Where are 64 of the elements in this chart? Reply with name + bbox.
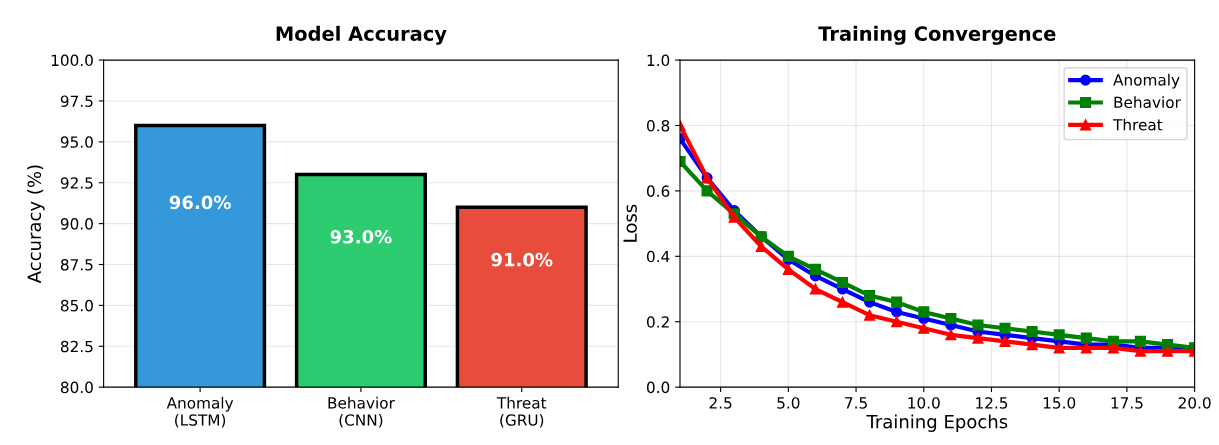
point: [972, 319, 984, 331]
x-tick-label: 7.5: [845, 397, 867, 409]
point: [1053, 342, 1065, 354]
x-tick-label: Threat (GRU): [496, 396, 547, 428]
point: [836, 276, 849, 289]
point: [755, 240, 767, 253]
y-tick-label: 0.2: [646, 316, 669, 328]
point: [1134, 335, 1147, 347]
point: [809, 283, 821, 295]
x-tick-label: 10.0: [908, 397, 940, 409]
point: [891, 296, 903, 308]
legend-label: Anomaly: [1113, 73, 1180, 89]
x-tick-label: Behavior (CNN): [328, 396, 395, 428]
point: [891, 306, 903, 318]
y-tick-label: 0.8: [646, 119, 670, 132]
y-tick-label: 87.5: [60, 258, 93, 271]
point: [809, 263, 821, 275]
y-tick-label: 0.4: [646, 250, 670, 263]
point: [836, 296, 849, 308]
point: [1026, 339, 1038, 351]
x-tick-label: Anomaly (LSTM): [166, 396, 234, 428]
y-tick-label: 80.0: [60, 381, 93, 394]
point: [864, 290, 876, 302]
x-tick-label: 20.0: [1178, 397, 1211, 409]
point: [864, 309, 876, 321]
y-tick-label: 92.5: [60, 177, 93, 189]
y-tick-label: 1.0: [647, 54, 670, 67]
x-tick-label: 17.5: [1111, 397, 1143, 409]
y-tick-label: 90.0: [60, 218, 93, 230]
y-tick-label: 85.0: [60, 299, 93, 312]
data-label: 96.0%: [169, 195, 231, 210]
chart-title: Model Accuracy: [276, 25, 447, 45]
point: [999, 335, 1011, 347]
y-tick-label: 0.0: [646, 381, 670, 394]
point: [999, 322, 1011, 334]
point: [972, 332, 984, 344]
point: [945, 329, 957, 341]
point: [1026, 325, 1038, 338]
point: [782, 263, 794, 275]
point: [918, 322, 930, 334]
x-tick-label: 15.0: [1043, 397, 1076, 409]
x-tick-label: 5.0: [777, 397, 800, 409]
y-tick-label: 95.0: [60, 136, 93, 148]
point: [1080, 332, 1092, 344]
y-tick-label: 0.6: [646, 185, 670, 197]
point: [782, 250, 794, 262]
y-axis-title: Loss: [623, 204, 637, 242]
data-label: 91.0%: [491, 252, 553, 267]
point: [1053, 329, 1065, 341]
chart-title: Training Convergence: [818, 25, 1056, 45]
data-label: 93.0%: [330, 229, 392, 244]
x-tick-label: 12.5: [976, 397, 1008, 409]
point: [701, 185, 713, 197]
y-tick-label: 82.5: [60, 340, 93, 353]
point: [891, 316, 903, 328]
y-tick-label: 97.5: [60, 95, 93, 107]
y-axis-title: Accuracy (%): [27, 165, 45, 284]
legend-label: Behavior: [1114, 96, 1181, 109]
legend-label: Threat: [1112, 118, 1163, 131]
point: [945, 312, 957, 325]
x-tick-label: 2.5: [709, 397, 732, 409]
point: [918, 306, 930, 318]
y-tick-label: 100.0: [51, 54, 93, 67]
x-axis-title: Training Epochs: [866, 414, 1008, 432]
